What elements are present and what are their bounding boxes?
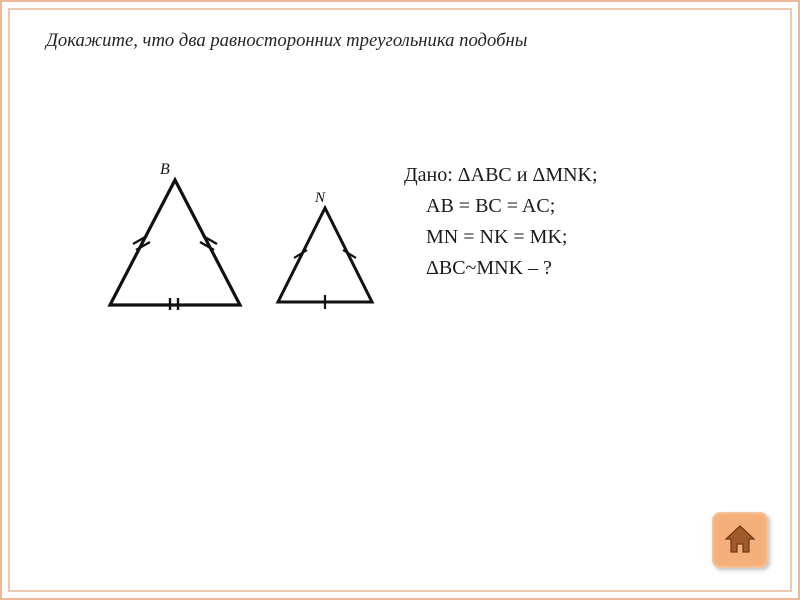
triangle-diagram: B (100, 160, 380, 310)
home-icon (722, 522, 758, 558)
given-line-1: Дано: ΔABC и ΔMNK; (404, 160, 598, 191)
triangle-small-shape (278, 208, 372, 302)
given-line-4: ΔBC~MNK – ? (404, 253, 598, 284)
slide-inner-frame: Докажите, что два равносторонних треугол… (8, 8, 792, 592)
given-line-2: AB = BC = AC; (404, 191, 598, 222)
task-statement: Докажите, что два равносторонних треугол… (46, 30, 527, 52)
content-row: B (100, 160, 750, 310)
given-block: Дано: ΔABC и ΔMNK; AB = BC = AC; MN = NK… (404, 160, 598, 284)
triangle-large-apex-label: B (160, 161, 170, 178)
triangle-large-shape (110, 180, 240, 305)
given-line-3: MN = NK = MK; (404, 222, 598, 253)
slide-outer-frame: Докажите, что два равносторонних треугол… (0, 0, 800, 600)
triangle-large: B (100, 160, 250, 310)
home-button[interactable] (712, 512, 768, 568)
triangle-small-apex-label: N (314, 190, 326, 206)
triangle-small: N (270, 190, 380, 310)
